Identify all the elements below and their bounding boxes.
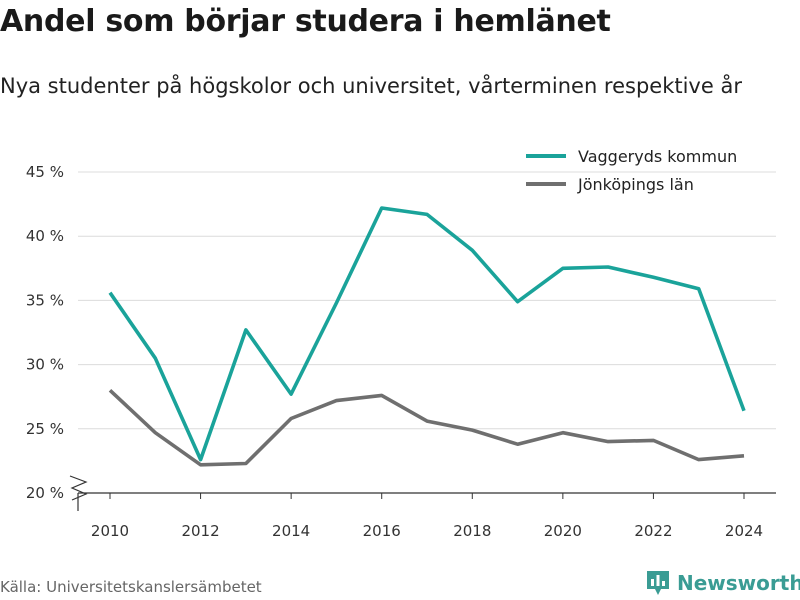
legend: Vaggeryds kommun Jönköpings län <box>526 147 737 194</box>
x-tick-label: 2024 <box>725 522 763 540</box>
brand-name: Newsworthy <box>677 571 800 595</box>
y-tick-label: 30 % <box>26 356 64 374</box>
x-tick-label: 2012 <box>181 522 219 540</box>
source-note: Källa: Universitetskanslersämbetet <box>0 578 262 596</box>
x-tick-label: 2018 <box>453 522 491 540</box>
series-lines <box>108 206 746 467</box>
axis-break-icon <box>69 475 88 501</box>
series-line-jonkoping <box>108 388 745 467</box>
x-tick-label: 2020 <box>544 522 582 540</box>
axes <box>69 475 776 511</box>
x-tick-label: 2014 <box>272 522 310 540</box>
line-chart: 20 %25 %30 %35 %40 %45 % 2010 2012 2014 201… <box>26 147 776 540</box>
x-tick-label: 2010 <box>91 522 129 540</box>
y-tick-label: 25 % <box>26 420 64 438</box>
series-line-vaggeryds <box>108 206 746 462</box>
chart-title: Andel som börjar studera i hemlänet <box>0 4 611 39</box>
legend-label-vaggeryds: Vaggeryds kommun <box>578 147 737 166</box>
y-tick-label: 40 % <box>26 227 64 245</box>
x-tick-label: 2016 <box>363 522 401 540</box>
legend-label-jonkoping: Jönköpings län <box>577 175 694 194</box>
x-tick-label: 2022 <box>634 522 672 540</box>
y-tick-label: 35 % <box>26 291 64 309</box>
y-tick-label: 20 % <box>26 484 64 502</box>
x-tick-labels: 2010 2012 2014 2016 2018 2020 2022 2024 <box>91 522 763 540</box>
grid-lines <box>78 171 776 430</box>
brand-logo[interactable]: Newsworthy <box>645 568 800 598</box>
y-tick-label: 45 % <box>26 163 64 181</box>
bar-chart-logo-icon <box>647 571 669 595</box>
chart-subtitle: Nya studenter på högskolor och universit… <box>0 74 742 98</box>
y-tick-labels: 20 % 25 % 30 % 35 % 40 % 45 % <box>26 163 64 502</box>
